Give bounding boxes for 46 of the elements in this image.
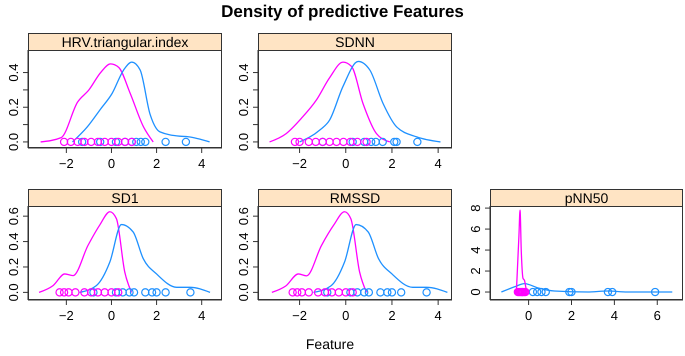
chart-title: RMSSD (258, 189, 452, 207)
x-tick-label: 2 (388, 156, 396, 171)
x-tick-label: 2 (388, 308, 396, 323)
y-tick-label: 0.4 (6, 64, 21, 82)
x-tick-label: −2 (292, 156, 307, 171)
y-tick-label: 0 (468, 288, 483, 296)
x-tick-label: 0 (342, 308, 350, 323)
chart-title: SDNN (258, 33, 452, 51)
x-tick-label: 4 (434, 308, 442, 323)
y-tick-label: 0.4 (236, 64, 251, 82)
y-tick-label: 6 (468, 225, 483, 233)
x-tick-label: 2 (568, 308, 576, 323)
y-tick-label: 2 (468, 267, 483, 275)
y-tick-label: 0.2 (6, 258, 21, 276)
y-tick-label: 0.0 (6, 132, 21, 151)
x-tick-label: 4 (610, 308, 618, 323)
x-tick-label: −2 (58, 156, 74, 171)
chart-title: pNN50 (490, 189, 683, 207)
y-tick-label: 0.2 (236, 98, 251, 116)
x-tick-label: 4 (198, 308, 206, 323)
chart-title: HRV.triangular.index (28, 33, 222, 51)
y-tick-label: 0.6 (6, 207, 21, 226)
x-tick-label: 4 (198, 156, 206, 171)
y-tick-label: 0.4 (236, 232, 251, 251)
x-tick-label: 0 (108, 308, 116, 323)
x-tick-label: −2 (292, 308, 307, 323)
text: Density of predictive Features (220, 2, 465, 22)
y-tick-label: 0.2 (236, 258, 251, 276)
x-tick-label: 0 (524, 308, 532, 323)
chart-title: SD1 (28, 189, 222, 207)
x-tick-label: 0 (342, 156, 350, 171)
x-tick-label: 2 (152, 156, 160, 171)
x-axis-title: Feature (304, 336, 356, 352)
y-tick-label: 0.0 (236, 132, 251, 151)
x-tick-label: 6 (654, 308, 661, 323)
y-tick-label: 0.6 (236, 207, 251, 226)
y-tick-label: 8 (468, 204, 483, 212)
y-tick-label: 0.0 (236, 283, 251, 302)
x-tick-label: 0 (108, 156, 116, 171)
y-tick-label: 0.2 (6, 98, 21, 116)
y-tick-label: 0.0 (6, 283, 21, 302)
x-tick-label: 2 (152, 308, 160, 323)
x-tick-label: −2 (58, 308, 74, 323)
y-tick-label: 0.4 (6, 232, 21, 251)
y-tick-label: 4 (468, 246, 483, 254)
x-tick-label: 4 (434, 156, 442, 171)
